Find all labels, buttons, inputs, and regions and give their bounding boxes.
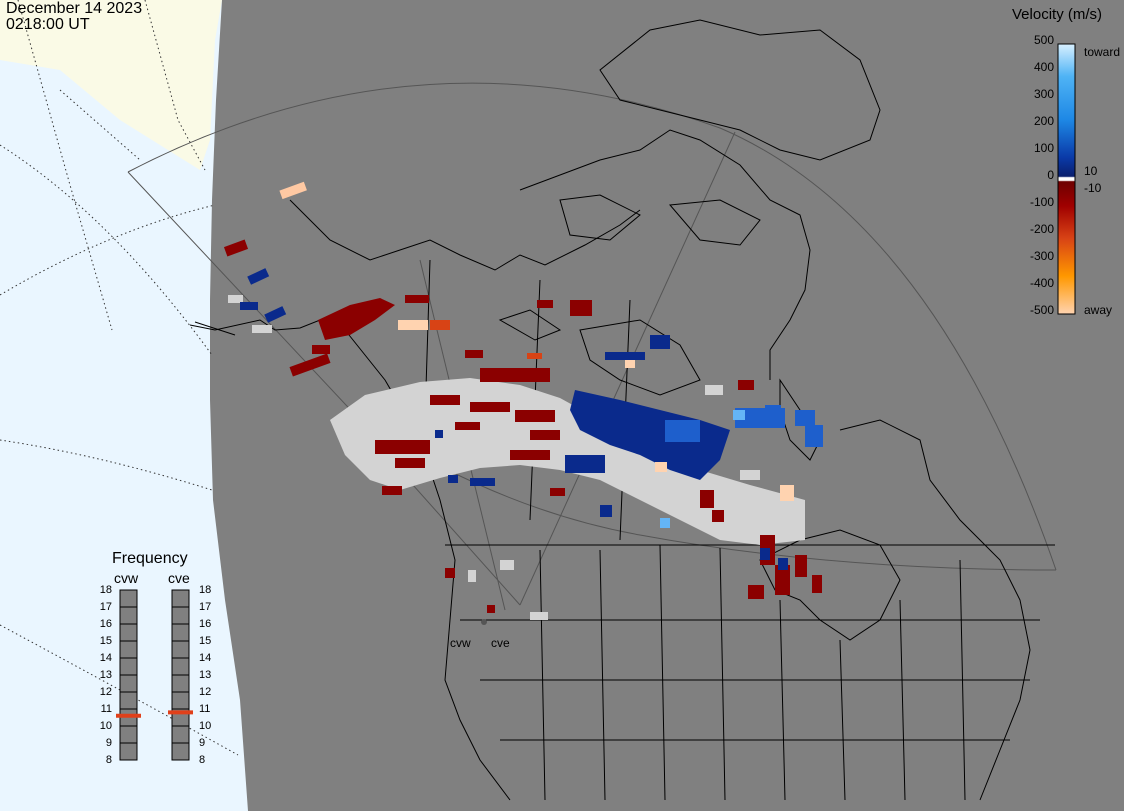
frequency-tick-left: 16 bbox=[99, 618, 112, 630]
radar-site-marker bbox=[481, 619, 487, 625]
colorbar-side-label: 10 bbox=[1084, 164, 1098, 178]
colorbar-tick: 400 bbox=[1033, 60, 1054, 74]
scatter-away bbox=[223, 239, 822, 613]
graticule-lines bbox=[0, 0, 239, 756]
frequency-tick-right: 12 bbox=[199, 686, 212, 698]
frequency-tick-left: 14 bbox=[99, 652, 112, 664]
frequency-tick-right: 10 bbox=[199, 720, 212, 732]
colorbar-tick: -100 bbox=[1029, 195, 1054, 209]
site-label-cve: cve bbox=[491, 636, 510, 650]
colorbar-tick: 200 bbox=[1033, 114, 1054, 128]
scatter-toward-light bbox=[660, 410, 745, 528]
frequency-tick-right: 17 bbox=[199, 601, 212, 613]
colorbar-tick: -200 bbox=[1029, 222, 1054, 236]
colorbar-tick: -400 bbox=[1029, 276, 1054, 290]
scatter-away-fast bbox=[279, 181, 794, 501]
frequency-tick-left: 13 bbox=[99, 669, 112, 681]
colorbar-tick: -300 bbox=[1029, 249, 1054, 263]
map-field bbox=[210, 0, 1124, 811]
frequency-tick-right: 18 bbox=[199, 584, 212, 596]
frequency-tick-right: 8 bbox=[199, 754, 206, 766]
colorbar-tick: 300 bbox=[1033, 87, 1054, 101]
frequency-title: Frequency bbox=[112, 550, 188, 567]
site-label-cvw: cvw bbox=[450, 636, 471, 650]
frequency-tick-right: 16 bbox=[199, 618, 212, 630]
colorbar-side-label: toward bbox=[1084, 45, 1121, 59]
scatter-toward bbox=[240, 268, 788, 570]
frequency-tick-left: 11 bbox=[100, 703, 112, 715]
frequency-tick-left: 10 bbox=[99, 720, 112, 732]
frequency-tick-right: 14 bbox=[199, 652, 212, 664]
frequency-tick-left: 8 bbox=[105, 754, 112, 766]
colorbar-tick: 100 bbox=[1033, 141, 1054, 155]
frequency-tick-left: 15 bbox=[99, 635, 112, 647]
colorbar-tick: 500 bbox=[1033, 33, 1054, 47]
frequency-tick-right: 13 bbox=[199, 669, 212, 681]
colorbar-side-label: -10 bbox=[1084, 181, 1102, 195]
cve-label: cve bbox=[168, 570, 190, 586]
colorbar-side-label: away bbox=[1084, 303, 1113, 317]
velocity-colorbar bbox=[1057, 43, 1076, 315]
frequency-tick-right: 15 bbox=[199, 635, 212, 647]
frequency-tick-left: 9 bbox=[105, 737, 112, 749]
scatter-toward-fast bbox=[665, 405, 823, 447]
legend-title: Velocity (m/s) bbox=[1012, 6, 1103, 23]
snow-region bbox=[0, 0, 222, 170]
frequency-tick-left: 18 bbox=[99, 584, 112, 596]
frequency-tick-right: 9 bbox=[199, 737, 206, 749]
date-label: December 14 2023 bbox=[6, 0, 143, 17]
time-label: 0218:00 UT bbox=[6, 16, 90, 33]
colorbar-tick: 0 bbox=[1047, 168, 1054, 182]
frequency-tick-left: 12 bbox=[99, 686, 112, 698]
frequency-tick-right: 11 bbox=[199, 703, 211, 715]
frequency-tick-left: 17 bbox=[99, 601, 112, 613]
colorbar-tick: -500 bbox=[1029, 303, 1054, 317]
cvw-label: cvw bbox=[114, 570, 139, 586]
